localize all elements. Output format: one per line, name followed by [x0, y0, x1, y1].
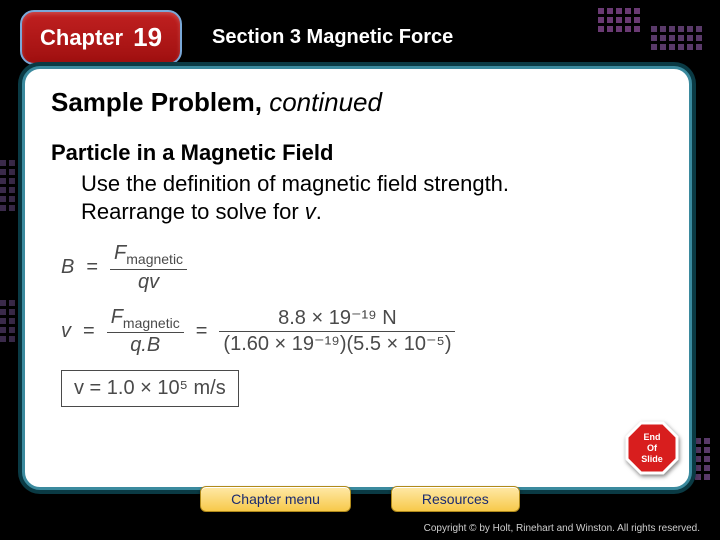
stop-line1: End — [644, 432, 661, 442]
copyright-text: Copyright © by Holt, Rinehart and Winsto… — [424, 523, 700, 534]
stop-line3: Slide — [641, 454, 663, 464]
section-name: Magnetic Force — [307, 26, 454, 48]
eq2-right-fraction: 8.8 × 19⁻¹⁹ N (1.60 × 19⁻¹⁹)(5.5 × 10⁻⁵) — [219, 308, 455, 355]
equation-3: v = 1.0 × 10⁵ m/s — [61, 370, 663, 407]
eq3-text: v = 1.0 × 10⁵ m/s — [74, 377, 226, 399]
eq1-num: F — [114, 242, 126, 264]
subheading: Particle in a Magnetic Field — [51, 140, 663, 166]
slide-header: Chapter 19 Section 3 Magnetic Force — [20, 10, 700, 65]
resources-button[interactable]: Resources — [391, 486, 520, 512]
slide-title: Sample Problem, continued — [51, 87, 663, 118]
decor-dots — [0, 300, 15, 342]
equation-2: v = Fmagnetic q.B = 8.8 × 19⁻¹⁹ N (1.60 … — [61, 307, 663, 357]
stop-line2: Of — [647, 443, 658, 453]
decor-dots — [0, 160, 15, 211]
end-of-slide-icon: End Of Slide — [624, 420, 680, 476]
body-line-2-post: . — [316, 199, 322, 224]
chapter-menu-button[interactable]: Chapter menu — [200, 486, 351, 512]
title-continued: continued — [269, 87, 382, 117]
body-text: Use the definition of magnetic field str… — [81, 170, 663, 225]
content-panel: Sample Problem, continued Particle in a … — [22, 66, 692, 490]
eq2-left-fraction: Fmagnetic q.B — [107, 307, 184, 357]
eq2-lden: q.B — [126, 335, 164, 356]
title-main: Sample Problem, — [51, 87, 262, 117]
body-line-1: Use the definition of magnetic field str… — [81, 171, 509, 196]
equations-block: B = Fmagnetic qv v = Fmagnetic q.B = 8.8… — [61, 243, 663, 407]
eq1-den: qv — [134, 272, 163, 293]
eq3-boxed-result: v = 1.0 × 10⁵ m/s — [61, 370, 239, 407]
eq2-rnum: 8.8 × 19⁻¹⁹ N — [274, 308, 401, 329]
chapter-badge: Chapter 19 — [20, 10, 182, 65]
chapter-label: Chapter — [40, 25, 123, 51]
section-title: Section 3 Magnetic Force — [212, 26, 453, 49]
chapter-number: 19 — [133, 22, 162, 53]
body-line-2-pre: Rearrange to solve for — [81, 199, 305, 224]
equation-1: B = Fmagnetic qv — [61, 243, 663, 293]
eq1-lhs: B — [61, 256, 74, 279]
eq2-lnum-sub: magnetic — [123, 315, 180, 331]
eq1-num-sub: magnetic — [126, 251, 183, 267]
eq1-fraction: Fmagnetic qv — [110, 243, 187, 293]
section-number: Section 3 — [212, 26, 301, 48]
eq2-rden: (1.60 × 19⁻¹⁹)(5.5 × 10⁻⁵) — [219, 334, 455, 355]
eq2-lnum: F — [111, 306, 123, 328]
bottom-nav: Chapter menu Resources — [0, 486, 720, 512]
eq2-lhs: v — [61, 320, 71, 343]
body-line-2-var: v — [305, 199, 316, 224]
